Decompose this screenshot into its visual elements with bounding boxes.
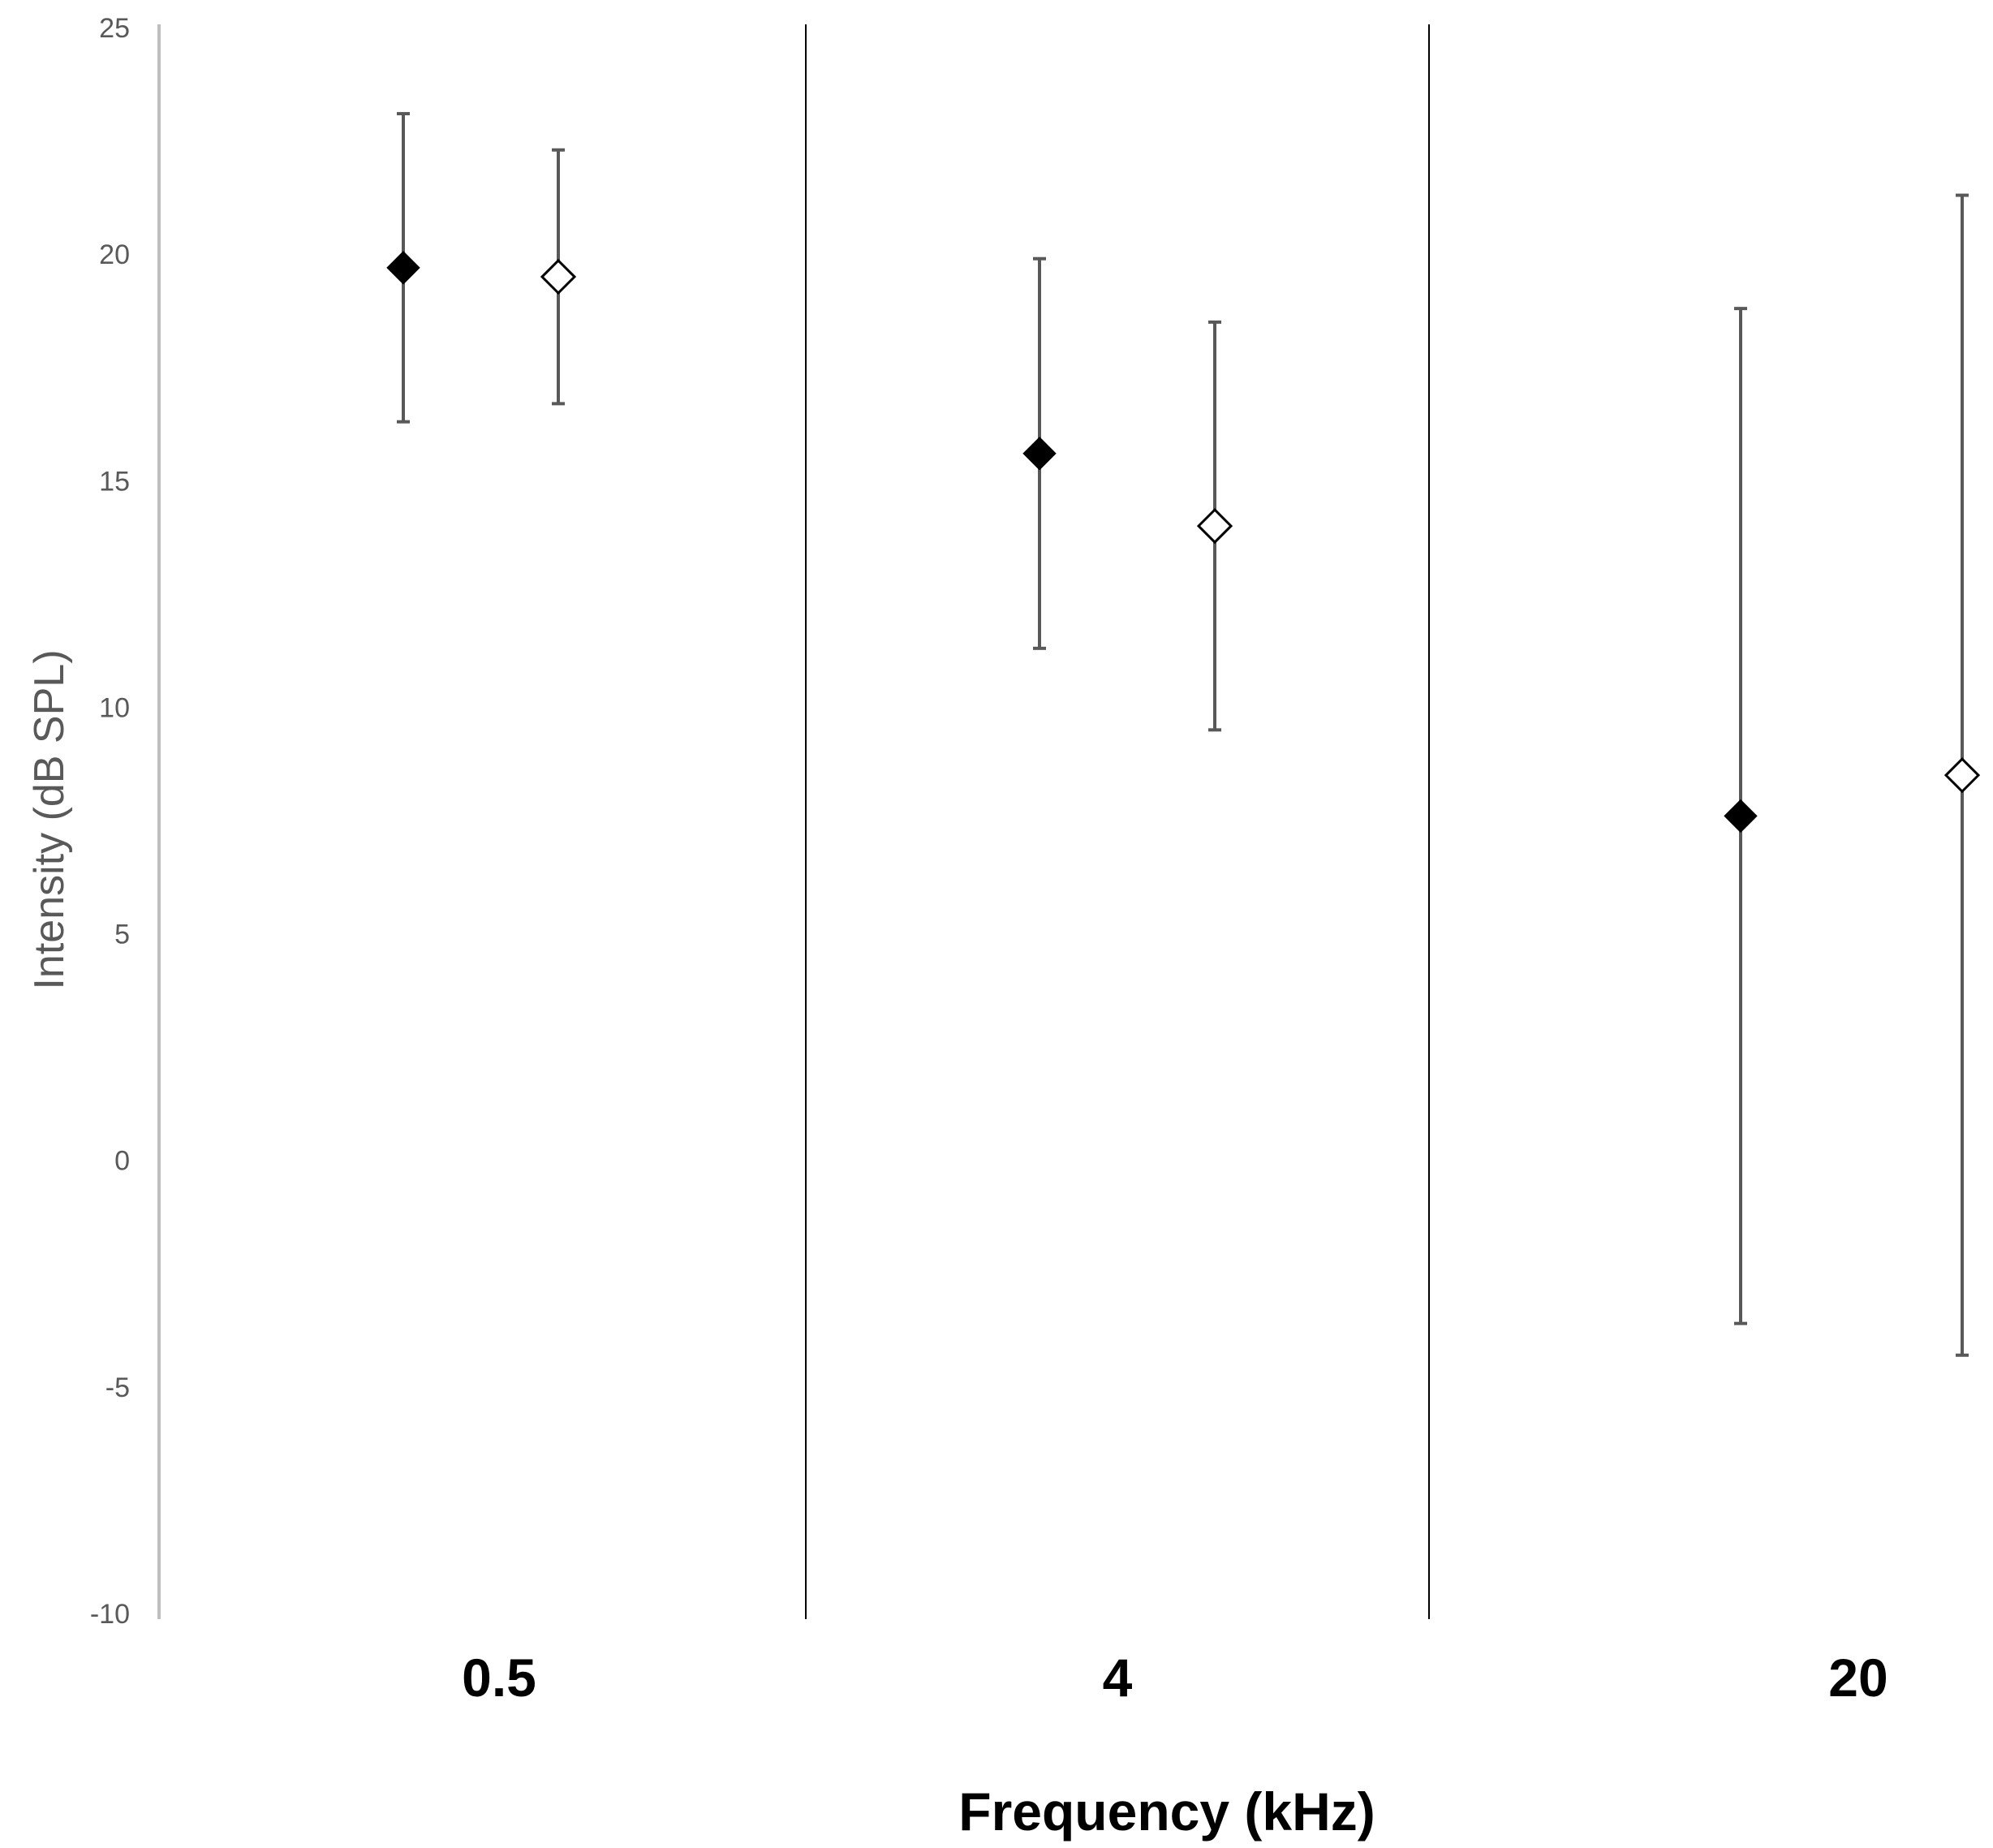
y-axis: 25 20 15 10 5 0 -5 -10	[90, 13, 161, 1630]
y-axis-title: Intensity (dB SPL)	[26, 649, 73, 989]
y-tick-label: 25	[99, 13, 130, 44]
filled-diamond-marker	[386, 251, 420, 285]
y-tick-label: 5	[114, 920, 130, 950]
y-tick-label: 10	[99, 692, 130, 723]
x-tick-label: 4	[1103, 1648, 1133, 1708]
y-tick-label: 20	[99, 239, 130, 270]
open-diamond-marker	[1196, 507, 1233, 545]
filled-diamond-marker	[1022, 437, 1057, 471]
x-tick-label: 0.5	[462, 1648, 536, 1708]
x-tick-label: 20	[1828, 1648, 1888, 1708]
open-diamond-marker	[540, 258, 577, 295]
open-diamond-marker	[1943, 757, 1981, 794]
filled-diamond-marker	[1724, 799, 1758, 834]
y-tick-label: 15	[99, 466, 130, 497]
y-tick-label: -10	[90, 1599, 130, 1630]
x-axis-title: Frequency (kHz)	[958, 1781, 1375, 1842]
error-bars	[397, 112, 1969, 1357]
data-markers	[386, 251, 1981, 834]
category-separators	[805, 24, 1430, 1619]
y-tick-label: -5	[105, 1372, 130, 1403]
y-tick-label: 0	[114, 1146, 130, 1177]
x-axis: 0.5 4 20	[462, 1648, 1888, 1708]
